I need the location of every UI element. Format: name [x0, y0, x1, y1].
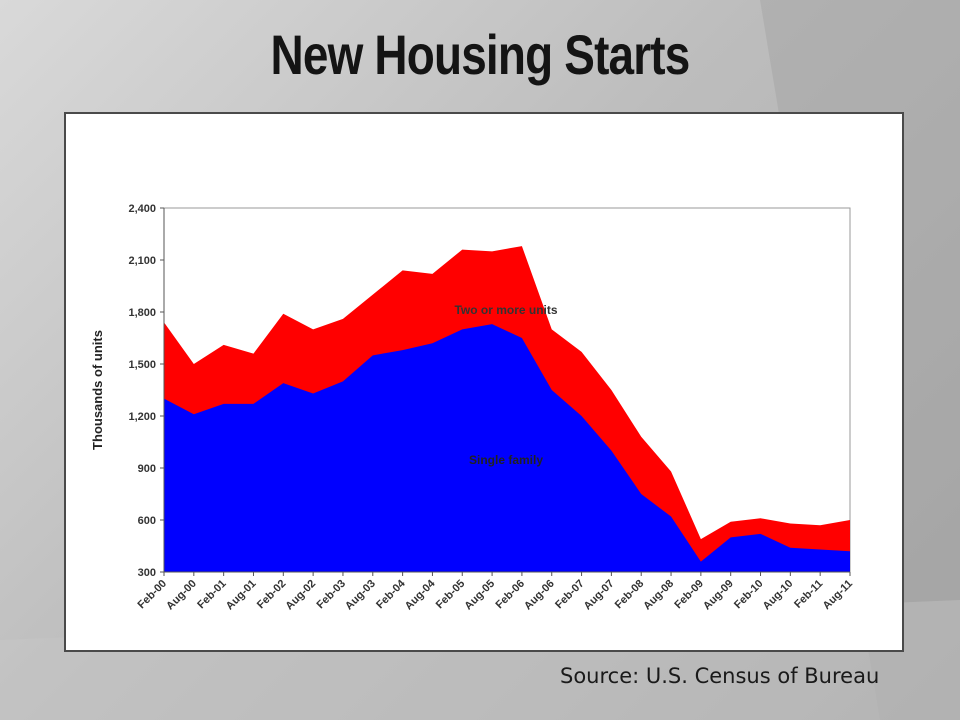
annotation-single-family: Single family: [469, 453, 543, 467]
x-tick-label: Aug-10: [761, 578, 796, 613]
y-tick-label: 1,200: [128, 411, 156, 423]
x-tick-label: Feb-03: [315, 578, 349, 612]
x-tick-label: Feb-10: [732, 578, 766, 612]
x-tick-label: Feb-09: [672, 578, 706, 612]
x-tick-label: Aug-00: [164, 578, 199, 613]
source-note: Source: U.S. Census of Bureau: [560, 664, 880, 688]
x-tick-label: Aug-08: [641, 578, 676, 613]
y-tick-label: 2,100: [128, 255, 156, 267]
x-tick-label: Aug-09: [701, 578, 736, 613]
slide-title: New Housing Starts: [270, 23, 691, 86]
y-tick-label: 1,800: [128, 307, 156, 319]
y-tick-label: 300: [138, 567, 156, 579]
y-tick-label: 900: [138, 463, 156, 475]
x-tick-label: Feb-07: [553, 578, 587, 612]
y-axis-title: Thousands of units: [90, 330, 105, 450]
x-tick-label: Feb-08: [613, 578, 647, 612]
x-tick-label: Feb-06: [493, 578, 527, 612]
y-tick-label: 2,400: [128, 203, 156, 215]
x-tick-label: Aug-02: [283, 578, 318, 613]
x-tick-label: Feb-04: [374, 577, 408, 611]
x-tick-label: Feb-01: [195, 578, 229, 612]
x-tick-label: Aug-11: [821, 578, 855, 612]
x-tick-label: Aug-07: [582, 578, 617, 613]
y-tick-label: 600: [138, 515, 156, 527]
x-tick-label: Aug-05: [462, 578, 497, 613]
x-tick-label: Aug-04: [403, 577, 438, 612]
x-tick-label: Feb-11: [792, 578, 825, 611]
series-single-family-area: [164, 324, 850, 572]
x-tick-label: Aug-03: [343, 578, 378, 613]
housing-starts-chart: 300 600 900 1,200 1,500 1,800 2,100 2,400 Feb-00…: [90, 203, 855, 613]
x-tick-label: Aug-06: [522, 578, 557, 613]
chart-frame: 300 600 900 1,200 1,500 1,800 2,100 2,400 Feb-00…: [64, 112, 904, 652]
x-tick-label: Feb-05: [434, 578, 468, 612]
x-tick-label: Feb-00: [136, 578, 170, 612]
x-tick-label: Aug-01: [224, 578, 259, 613]
x-tick-label: Feb-02: [255, 578, 289, 612]
annotation-two-or-more-units: Two or more units: [454, 303, 557, 317]
y-tick-label: 1,500: [128, 359, 156, 371]
